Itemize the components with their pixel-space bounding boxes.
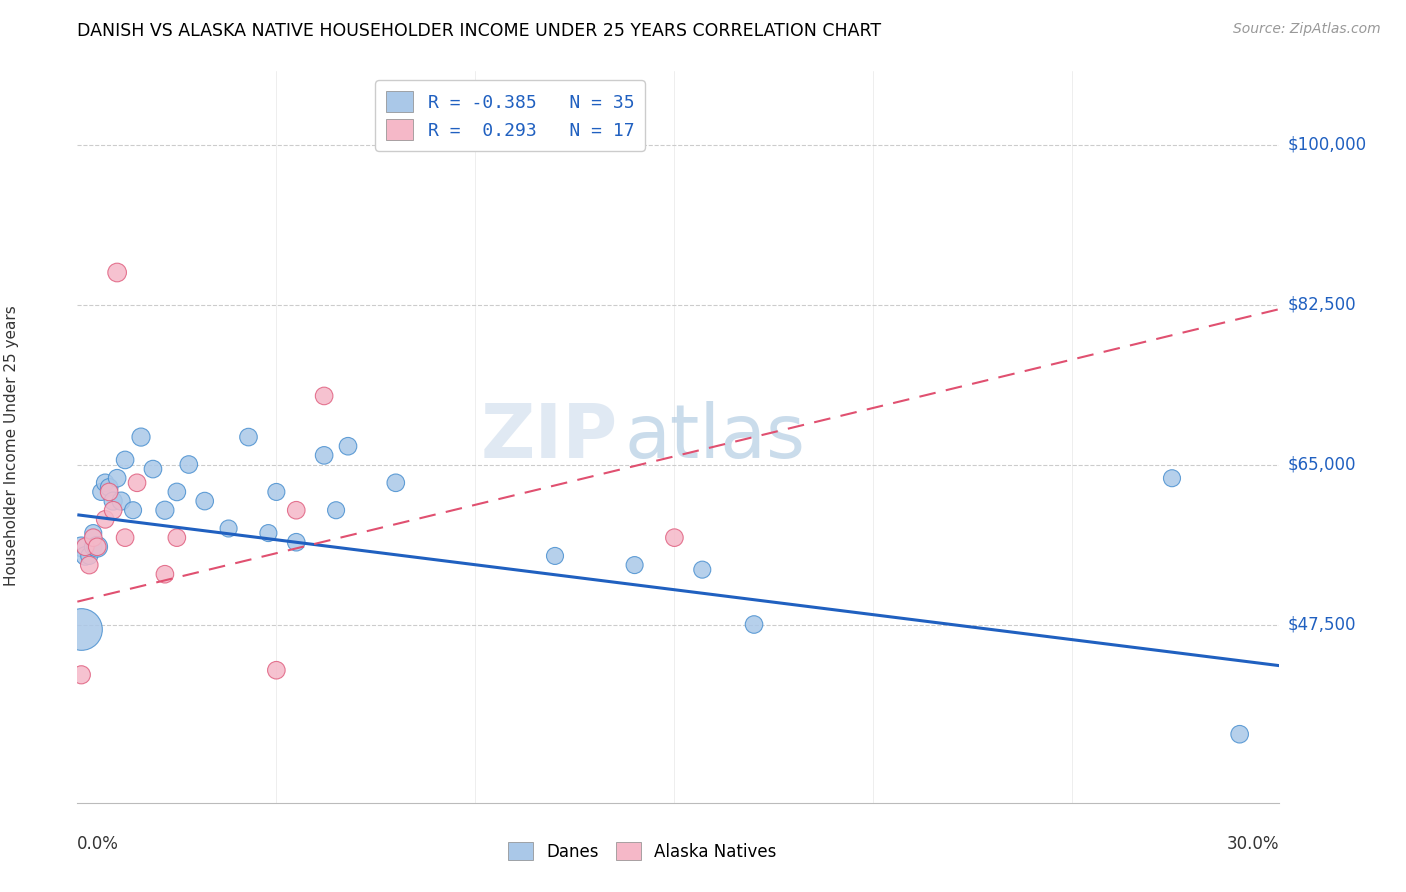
Text: $82,500: $82,500 xyxy=(1288,295,1357,313)
Point xyxy=(86,540,108,554)
Point xyxy=(82,526,104,541)
Point xyxy=(125,475,148,490)
Text: ZIP: ZIP xyxy=(481,401,619,474)
Point xyxy=(623,558,645,573)
Point xyxy=(77,558,100,573)
Point xyxy=(314,389,336,403)
Point xyxy=(325,503,347,517)
Point xyxy=(86,540,108,554)
Point xyxy=(690,563,713,577)
Text: $47,500: $47,500 xyxy=(1288,615,1357,633)
Point xyxy=(1161,471,1184,485)
Text: $65,000: $65,000 xyxy=(1288,456,1357,474)
Text: DANISH VS ALASKA NATIVE HOUSEHOLDER INCOME UNDER 25 YEARS CORRELATION CHART: DANISH VS ALASKA NATIVE HOUSEHOLDER INCO… xyxy=(77,22,882,40)
Text: 30.0%: 30.0% xyxy=(1227,835,1279,853)
Point xyxy=(142,462,165,476)
Point xyxy=(101,494,124,508)
Point xyxy=(177,458,200,472)
Point xyxy=(110,494,132,508)
Point xyxy=(257,526,280,541)
Point xyxy=(285,503,308,517)
Point xyxy=(90,485,112,500)
Point xyxy=(94,512,117,526)
Text: Source: ZipAtlas.com: Source: ZipAtlas.com xyxy=(1233,22,1381,37)
Point xyxy=(384,475,406,490)
Point xyxy=(70,622,93,636)
Point xyxy=(114,453,136,467)
Point xyxy=(77,549,100,563)
Point xyxy=(742,617,765,632)
Point xyxy=(194,494,217,508)
Point xyxy=(122,503,145,517)
Point xyxy=(218,521,240,535)
Point xyxy=(266,663,288,677)
Point xyxy=(82,540,104,554)
Point xyxy=(166,531,188,545)
Point xyxy=(98,485,121,500)
Point xyxy=(238,430,260,444)
Point xyxy=(153,567,176,582)
Point xyxy=(70,667,93,681)
Point xyxy=(70,540,93,554)
Point xyxy=(664,531,686,545)
Point xyxy=(94,475,117,490)
Point xyxy=(105,266,128,280)
Point xyxy=(114,531,136,545)
Point xyxy=(544,549,567,563)
Point xyxy=(82,531,104,545)
Legend: Danes, Alaska Natives: Danes, Alaska Natives xyxy=(502,836,783,868)
Point xyxy=(75,549,97,563)
Point xyxy=(98,480,121,494)
Point xyxy=(285,535,308,549)
Point xyxy=(129,430,152,444)
Point xyxy=(166,485,188,500)
Text: Householder Income Under 25 years: Householder Income Under 25 years xyxy=(4,306,18,586)
Point xyxy=(266,485,288,500)
Point xyxy=(153,503,176,517)
Point xyxy=(1229,727,1251,741)
Point xyxy=(101,503,124,517)
Point xyxy=(75,540,97,554)
Point xyxy=(105,471,128,485)
Point xyxy=(314,449,336,463)
Text: 0.0%: 0.0% xyxy=(77,835,120,853)
Point xyxy=(337,439,360,453)
Text: atlas: atlas xyxy=(624,401,806,474)
Text: $100,000: $100,000 xyxy=(1288,136,1367,153)
